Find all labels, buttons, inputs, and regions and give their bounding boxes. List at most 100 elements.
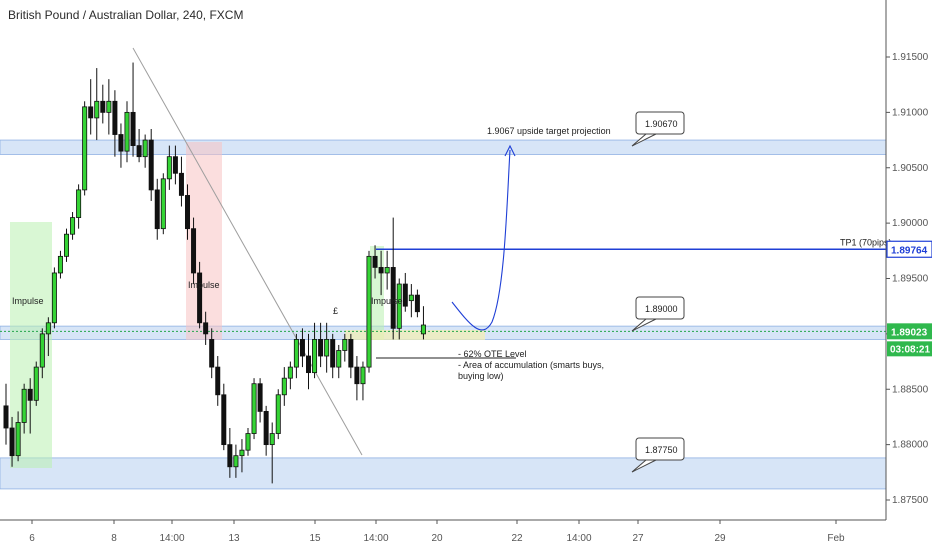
candle-body-down (221, 394, 227, 446)
annotations-layer: Impulse Impulse Impulse £1.9067 upside targ… (12, 111, 685, 473)
candle-body-up (76, 189, 82, 218)
impulse-boxes (10, 142, 485, 468)
candle (233, 444, 239, 478)
candle (82, 101, 88, 196)
candle (160, 173, 166, 235)
candle-body-down (354, 366, 360, 385)
candle-body-up (336, 350, 342, 368)
candle (9, 416, 15, 467)
x-tick-label: 20 (431, 533, 443, 544)
candle (245, 428, 251, 456)
candle (263, 405, 269, 456)
candle-body-up (160, 178, 166, 230)
candle-body-down (154, 189, 160, 230)
price-tag-tp1 (886, 240, 932, 258)
impulse-label-left: Impulse (12, 296, 44, 306)
candle-body-down (191, 228, 197, 274)
ote-label-1: - 62% OTE Level (458, 349, 527, 359)
candle (312, 322, 318, 379)
x-tick-label: 29 (714, 533, 726, 544)
candle-body-up (166, 156, 172, 180)
zones-layer (0, 139, 887, 490)
candle-body-down (118, 134, 124, 152)
candle (57, 250, 63, 279)
candle (269, 422, 275, 484)
chart-title: British Pound / Australian Dollar, 240, … (8, 8, 244, 22)
candle-body-down (390, 267, 396, 329)
candle-body-up (287, 366, 293, 379)
candle-body-up (342, 339, 348, 351)
callout-pointer (631, 459, 657, 473)
pound-symbol: £ (333, 306, 338, 316)
x-tick-label: 22 (511, 533, 523, 544)
x-tick-label: 14:00 (566, 533, 591, 544)
candle (100, 84, 106, 124)
candle-body-down (197, 272, 203, 324)
candle (384, 250, 390, 290)
candle-body-down (263, 410, 269, 446)
levels-layer: TP1 (70pips) (0, 237, 892, 359)
candle (88, 79, 94, 135)
candle (227, 428, 233, 478)
candle (305, 333, 311, 390)
candle (136, 128, 142, 163)
candle (76, 184, 82, 229)
candle (118, 123, 124, 168)
candle (70, 212, 76, 240)
candle-body-down (27, 388, 33, 401)
candle-body-up (142, 139, 148, 158)
candle-body-down (130, 111, 136, 146)
candle (318, 322, 324, 368)
candle-body-up (39, 333, 45, 368)
y-tick-label: 1.91500 (892, 52, 929, 63)
candle (154, 178, 160, 240)
callout-label: 1.89000 (645, 304, 678, 314)
candle (148, 128, 154, 201)
candle-body-down (330, 339, 336, 368)
candle-body-up (64, 233, 70, 257)
candle (330, 333, 336, 379)
projection-label: 1.9067 upside target projection (487, 126, 611, 136)
candles-layer (3, 62, 426, 484)
candle (251, 378, 257, 440)
candle (45, 317, 51, 357)
impulse-label-mid: Impulse (188, 280, 220, 290)
candle (287, 361, 293, 390)
candle-body-down (100, 100, 106, 113)
x-tick-label: 27 (632, 533, 644, 544)
candle (27, 378, 33, 434)
candle (178, 156, 184, 207)
candle-body-down (203, 322, 209, 335)
candle (293, 333, 299, 379)
tp1-label: TP1 (70pips) (840, 237, 892, 247)
candle-body-down (402, 283, 408, 307)
candle-body-up (245, 433, 251, 451)
candle-body-down (3, 405, 9, 429)
candle (378, 250, 384, 296)
candle (360, 361, 366, 401)
candle (191, 217, 197, 285)
candle (239, 439, 245, 473)
x-tick-label: 8 (111, 533, 117, 544)
candle (184, 184, 190, 240)
candle (203, 311, 209, 345)
candle (124, 101, 130, 163)
candle (221, 383, 227, 451)
candle-body-up (70, 217, 76, 235)
candle-body-up (124, 111, 130, 152)
candle-body-up (384, 267, 390, 274)
candle-body-down (215, 366, 221, 396)
candle-body-down (209, 339, 215, 368)
x-tick-label: 14:00 (159, 533, 184, 544)
candle-body-up (275, 394, 281, 434)
candle (15, 411, 21, 462)
candle (348, 333, 354, 379)
callout-label: 1.87750 (645, 445, 678, 455)
candle (172, 145, 178, 185)
callout-box (635, 111, 685, 135)
candle-body-down (172, 156, 178, 174)
candle (94, 68, 100, 141)
candle-body-up (51, 272, 57, 324)
